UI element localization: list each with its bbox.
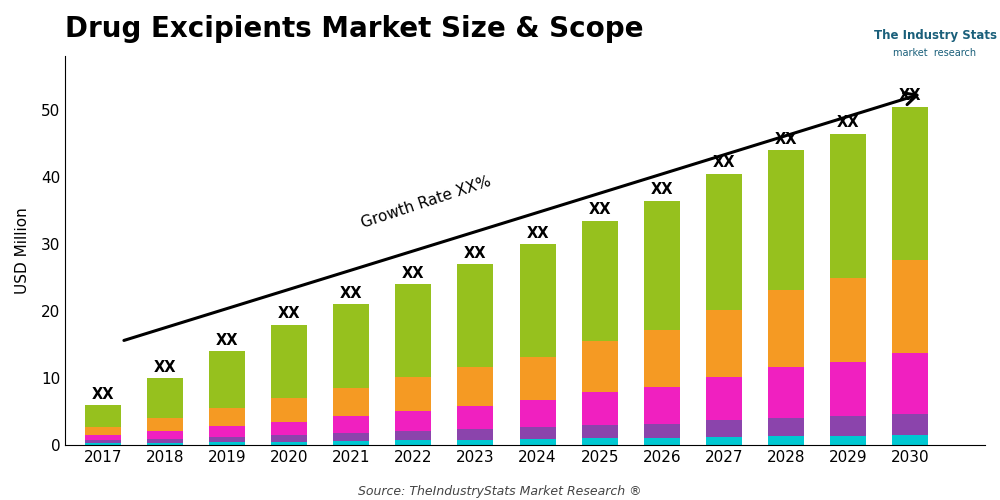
Bar bbox=[706, 310, 742, 377]
Text: XX: XX bbox=[402, 266, 425, 281]
Bar bbox=[830, 362, 866, 416]
Text: XX: XX bbox=[837, 115, 860, 130]
Text: XX: XX bbox=[651, 182, 673, 197]
Bar bbox=[209, 437, 245, 442]
Text: XX: XX bbox=[216, 333, 238, 348]
Bar bbox=[333, 416, 369, 433]
Bar bbox=[768, 290, 804, 368]
Bar bbox=[830, 416, 866, 436]
Text: XX: XX bbox=[588, 202, 611, 218]
Bar bbox=[457, 440, 493, 445]
Text: XX: XX bbox=[91, 386, 114, 402]
Bar bbox=[395, 431, 431, 440]
Bar bbox=[209, 352, 245, 408]
Bar bbox=[644, 424, 680, 438]
Bar bbox=[147, 418, 183, 431]
Bar bbox=[395, 411, 431, 431]
Bar bbox=[333, 304, 369, 388]
Bar bbox=[582, 220, 618, 342]
Bar bbox=[768, 418, 804, 436]
Bar bbox=[147, 443, 183, 445]
Text: XX: XX bbox=[154, 360, 176, 375]
Bar bbox=[582, 392, 618, 425]
Text: Drug Excipients Market Size & Scope: Drug Excipients Market Size & Scope bbox=[65, 15, 644, 43]
Bar bbox=[395, 378, 431, 411]
Bar bbox=[271, 435, 307, 442]
Text: XX: XX bbox=[526, 226, 549, 240]
Bar bbox=[644, 387, 680, 424]
Bar bbox=[333, 433, 369, 441]
Bar bbox=[830, 134, 866, 278]
Bar bbox=[706, 377, 742, 420]
Bar bbox=[830, 436, 866, 445]
Bar bbox=[457, 429, 493, 440]
Bar bbox=[582, 438, 618, 445]
Bar bbox=[457, 406, 493, 429]
Bar bbox=[892, 354, 928, 414]
Text: XX: XX bbox=[464, 246, 487, 261]
Bar bbox=[706, 420, 742, 437]
Bar bbox=[271, 398, 307, 421]
Bar bbox=[768, 436, 804, 445]
Text: XX: XX bbox=[713, 156, 735, 170]
Bar bbox=[768, 150, 804, 290]
Bar bbox=[892, 260, 928, 354]
Text: XX: XX bbox=[340, 286, 362, 301]
Bar bbox=[271, 324, 307, 398]
Bar bbox=[706, 437, 742, 445]
Bar bbox=[209, 408, 245, 426]
Bar bbox=[147, 431, 183, 439]
Text: Source: TheIndustryStats Market Research ®: Source: TheIndustryStats Market Research… bbox=[358, 484, 642, 498]
Bar bbox=[520, 356, 556, 400]
Bar bbox=[644, 200, 680, 330]
Bar bbox=[520, 427, 556, 439]
Bar bbox=[768, 368, 804, 418]
Bar bbox=[830, 278, 866, 362]
Bar bbox=[457, 366, 493, 406]
Bar bbox=[209, 426, 245, 437]
Bar bbox=[333, 441, 369, 445]
Bar bbox=[582, 425, 618, 438]
Bar bbox=[644, 330, 680, 387]
Bar bbox=[582, 342, 618, 392]
Y-axis label: USD Million: USD Million bbox=[15, 208, 30, 294]
Bar bbox=[395, 440, 431, 445]
Text: XX: XX bbox=[899, 88, 922, 104]
Bar bbox=[520, 244, 556, 356]
Bar bbox=[147, 439, 183, 443]
Bar bbox=[147, 378, 183, 418]
Text: market  research: market research bbox=[893, 48, 977, 58]
Bar bbox=[271, 442, 307, 445]
Bar bbox=[85, 443, 121, 445]
Text: XX: XX bbox=[278, 306, 300, 321]
Bar bbox=[892, 435, 928, 445]
Bar bbox=[209, 442, 245, 445]
Text: XX: XX bbox=[775, 132, 797, 147]
Bar bbox=[520, 439, 556, 445]
Bar bbox=[457, 264, 493, 366]
Bar bbox=[271, 422, 307, 435]
Text: The Industry Stats: The Industry Stats bbox=[874, 28, 996, 42]
Text: Growth Rate XX%: Growth Rate XX% bbox=[360, 174, 493, 231]
Bar bbox=[333, 388, 369, 416]
Bar bbox=[706, 174, 742, 310]
Bar bbox=[85, 405, 121, 427]
Bar bbox=[892, 106, 928, 260]
Bar bbox=[644, 438, 680, 445]
Bar bbox=[395, 284, 431, 378]
Bar bbox=[520, 400, 556, 427]
Bar bbox=[85, 440, 121, 443]
Bar bbox=[85, 427, 121, 435]
Bar bbox=[85, 435, 121, 440]
Bar bbox=[892, 414, 928, 435]
